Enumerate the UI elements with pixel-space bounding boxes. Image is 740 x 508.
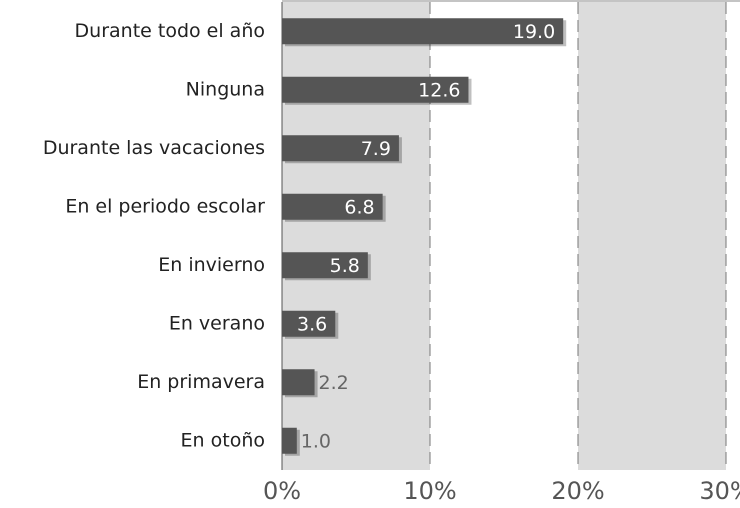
y-tick-label: Durante todo el año: [75, 20, 265, 42]
data-label: 2.2: [319, 372, 349, 394]
x-tick-label: 30%: [699, 477, 740, 505]
bar: [282, 310, 336, 337]
y-tick-label: Durante las vacaciones: [43, 137, 265, 159]
bar: [282, 252, 368, 279]
y-tick-label: Ninguna: [186, 78, 265, 100]
data-label: 3.6: [297, 313, 327, 335]
x-tick-label: 0%: [263, 477, 301, 505]
data-label: 6.8: [344, 196, 374, 218]
bar: [282, 135, 399, 162]
y-tick-label: En invierno: [158, 254, 265, 276]
y-tick-label: En el periodo escolar: [65, 195, 265, 217]
bar: [282, 76, 469, 103]
data-label: 7.9: [361, 138, 391, 160]
data-label: 12.6: [418, 79, 460, 101]
y-tick-label: En primavera: [137, 371, 265, 393]
band: [282, 2, 430, 470]
data-label: 1.0: [301, 430, 331, 452]
y-tick-label: En otoño: [181, 429, 265, 451]
data-label: 19.0: [513, 21, 555, 43]
data-label: 5.8: [330, 255, 360, 277]
plot-background: [282, 2, 726, 470]
x-tick-label: 10%: [403, 477, 456, 505]
bar: [282, 193, 383, 220]
y-tick-label: En verano: [169, 312, 265, 334]
bar: [282, 369, 315, 396]
band: [578, 2, 726, 470]
bar: [282, 427, 297, 454]
bar: [282, 18, 564, 45]
x-tick-label: 20%: [551, 477, 604, 505]
